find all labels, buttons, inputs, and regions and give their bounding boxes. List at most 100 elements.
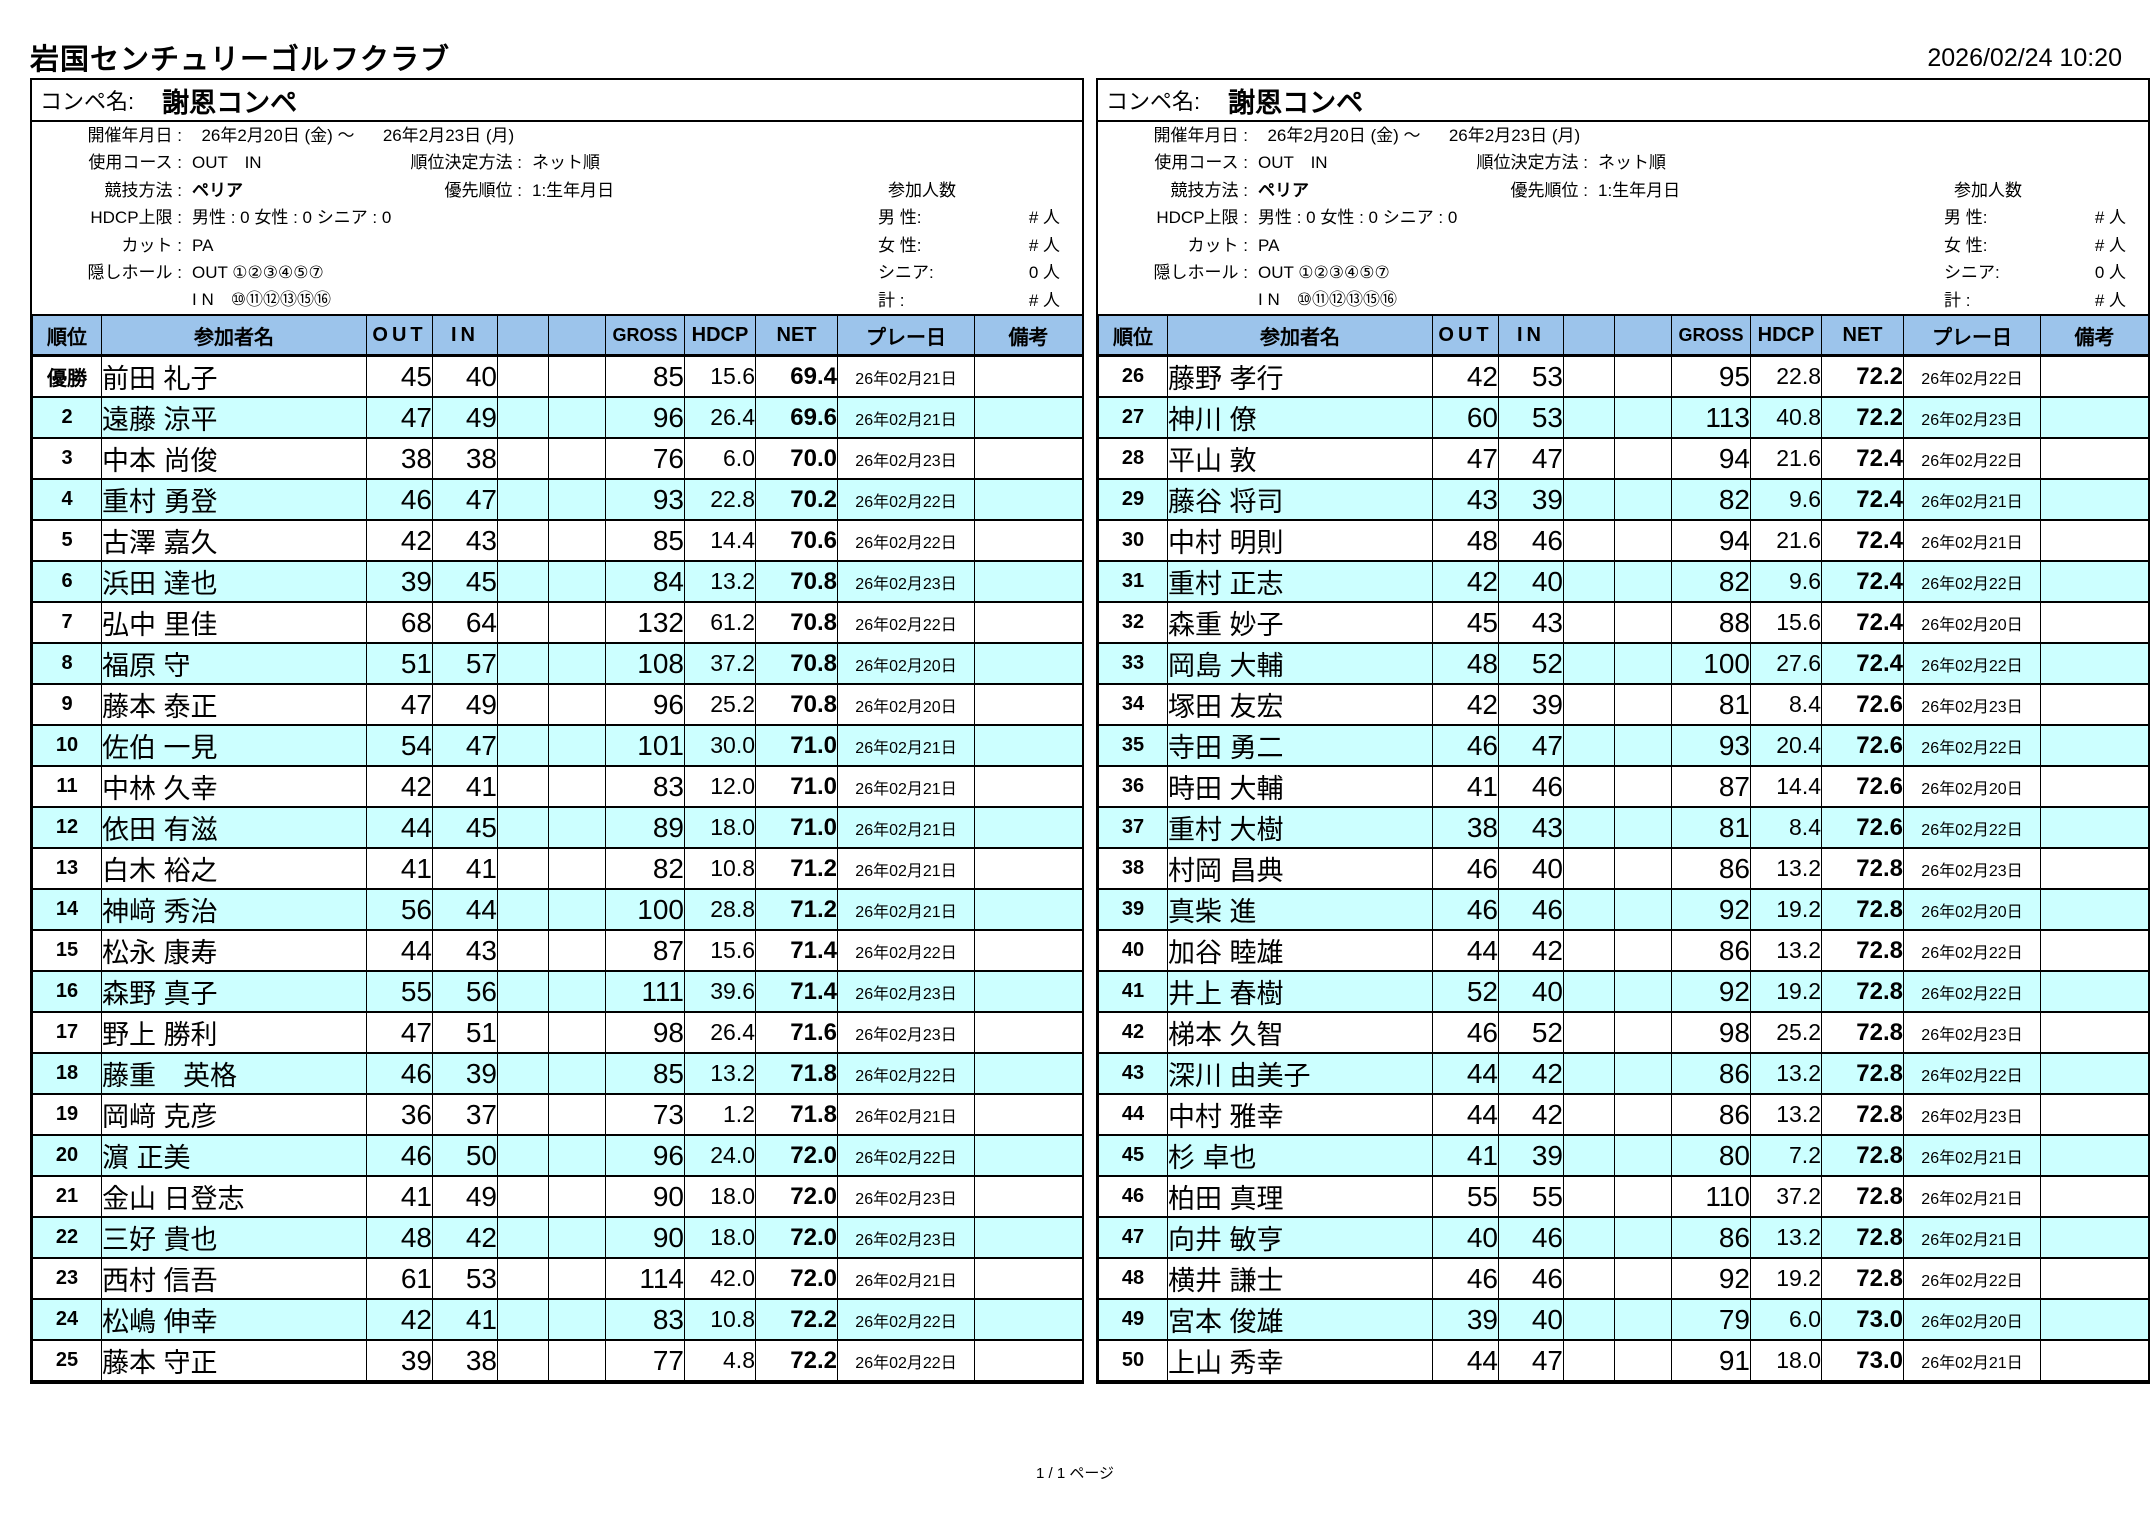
cell-name: 井上 春樹 — [1167, 970, 1433, 1013]
cell-play-date: 26年02月22日 — [1903, 355, 2041, 398]
cell-blank — [1614, 1011, 1672, 1054]
cell-play-date: 26年02月22日 — [1903, 437, 2041, 480]
cell-rank: 12 — [32, 806, 102, 849]
results-table-left: 順位 参加者名 OUT IN GROSS HDCP NET プレー日 備考 優勝… — [32, 314, 1083, 1382]
cell-blank — [1563, 437, 1615, 480]
cell-net: 72.8 — [1821, 1134, 1904, 1177]
cell-name: 柏田 真理 — [1167, 1175, 1433, 1218]
club-name: 岩国センチュリーゴルフクラブ — [30, 44, 451, 76]
cell-note — [2040, 765, 2149, 808]
cell-play-date: 26年02月21日 — [837, 888, 975, 931]
table-row: 44 中村 雅幸 44 42 86 13.2 72.8 26年02月23日 — [1098, 1093, 2149, 1136]
participants-female-label: 女 性: — [878, 235, 922, 255]
cell-in: 52 — [1498, 642, 1564, 685]
cell-rank: 42 — [1098, 1011, 1168, 1054]
cell-blank — [548, 601, 606, 644]
cell-out: 39 — [366, 1339, 433, 1382]
cell-blank — [1563, 1216, 1615, 1259]
cell-blank — [1563, 847, 1615, 890]
cell-play-date: 26年02月20日 — [1903, 1298, 2041, 1341]
cell-blank — [548, 929, 606, 972]
participants-male-value: # 人 — [1028, 208, 1060, 228]
cell-play-date: 26年02月21日 — [837, 1093, 975, 1136]
cell-name: 藤野 孝行 — [1167, 355, 1433, 398]
cell-play-date: 26年02月21日 — [837, 1257, 975, 1300]
cell-gross: 98 — [1671, 1011, 1751, 1054]
cell-net: 70.0 — [755, 437, 838, 480]
table-row: 35 寺田 勇二 46 47 93 20.4 72.6 26年02月22日 — [1098, 724, 2149, 767]
competition-name-value: 謝恩コンペ — [1228, 87, 1364, 118]
cell-hdcp: 6.0 — [1750, 1298, 1822, 1341]
cell-hdcp: 24.0 — [684, 1134, 756, 1177]
cell-out: 48 — [1432, 642, 1499, 685]
cell-name: 金山 日登志 — [101, 1175, 367, 1218]
cell-name: 藤本 泰正 — [101, 683, 367, 726]
cell-hdcp: 18.0 — [684, 806, 756, 849]
col-header-gross: GROSS — [605, 314, 685, 357]
cell-gross: 84 — [605, 560, 685, 603]
cell-gross: 87 — [605, 929, 685, 972]
cell-blank — [1563, 970, 1615, 1013]
cell-net: 71.2 — [755, 888, 838, 931]
cell-note — [974, 396, 1083, 439]
cell-play-date: 26年02月20日 — [1903, 765, 2041, 808]
cell-out: 46 — [1432, 847, 1499, 890]
cell-blank — [497, 642, 549, 685]
cell-name: 白木 裕之 — [101, 847, 367, 890]
participants-female-label: 女 性: — [1944, 235, 1988, 255]
cell-out: 40 — [1432, 1216, 1499, 1259]
cell-play-date: 26年02月22日 — [1903, 806, 2041, 849]
cell-gross: 111 — [605, 970, 685, 1013]
cell-rank: 46 — [1098, 1175, 1168, 1218]
cell-net: 72.0 — [755, 1216, 838, 1259]
cell-hdcp: 15.6 — [1750, 601, 1822, 644]
cell-name: 森野 真子 — [101, 970, 367, 1013]
cell-name: 平山 敦 — [1167, 437, 1433, 480]
cell-blank — [1563, 1134, 1615, 1177]
cell-blank — [1614, 1052, 1672, 1095]
cell-gross: 83 — [605, 1298, 685, 1341]
cell-blank — [1614, 1298, 1672, 1341]
cell-rank: 23 — [32, 1257, 102, 1300]
cell-blank — [548, 1216, 606, 1259]
col-header-in: IN — [1498, 314, 1564, 357]
cell-blank — [1563, 355, 1615, 398]
cell-play-date: 26年02月22日 — [837, 519, 975, 562]
cell-blank — [497, 847, 549, 890]
info-line-hidden-in: I N ⑩⑪⑫⑬⑮⑯ — [1098, 286, 2148, 313]
cell-in: 42 — [1498, 929, 1564, 972]
cell-blank — [548, 1052, 606, 1095]
cell-note — [2040, 1257, 2149, 1300]
cell-rank: 11 — [32, 765, 102, 808]
cell-in: 39 — [1498, 1134, 1564, 1177]
cell-hdcp: 25.2 — [1750, 1011, 1822, 1054]
cell-rank: 50 — [1098, 1339, 1168, 1382]
table-row: 38 村岡 昌典 46 40 86 13.2 72.8 26年02月23日 — [1098, 847, 2149, 890]
cell-gross: 92 — [1671, 1257, 1751, 1300]
info-line-hdcp: HDCP上限 : 男性 : 0 女性 : 0 シニア : 0 — [32, 204, 1082, 231]
cell-blank — [1614, 847, 1672, 890]
cell-gross: 95 — [1671, 355, 1751, 398]
cell-name: 杉 卓也 — [1167, 1134, 1433, 1177]
cell-out: 41 — [366, 847, 433, 890]
cell-rank: 2 — [32, 396, 102, 439]
cell-blank — [1563, 765, 1615, 808]
cell-gross: 100 — [1671, 642, 1751, 685]
col-header-note: 備考 — [974, 314, 1083, 357]
held-date-value: 26年2月20日 (金) ～ 26年2月23日 (月) — [1258, 126, 1581, 145]
ranking-method-label: 順位決定方法 : — [410, 153, 522, 173]
cell-net: 72.8 — [1821, 1011, 1904, 1054]
cell-play-date: 26年02月22日 — [837, 1339, 975, 1382]
cell-gross: 85 — [605, 519, 685, 562]
cell-hdcp: 28.8 — [684, 888, 756, 931]
cell-rank: 9 — [32, 683, 102, 726]
table-row: 4 重村 勇登 46 47 93 22.8 70.2 26年02月22日 — [32, 478, 1083, 521]
cell-name: 松永 康寿 — [101, 929, 367, 972]
cell-in: 43 — [1498, 806, 1564, 849]
cell-hdcp: 13.2 — [1750, 1093, 1822, 1136]
cell-blank — [1614, 888, 1672, 931]
info-line-hidden-out: 隠しホール : OUT ①②③④⑤⑦ — [1098, 259, 2148, 286]
cell-blank — [1563, 1052, 1615, 1095]
cell-gross: 96 — [605, 683, 685, 726]
cell-hdcp: 13.2 — [1750, 1052, 1822, 1095]
